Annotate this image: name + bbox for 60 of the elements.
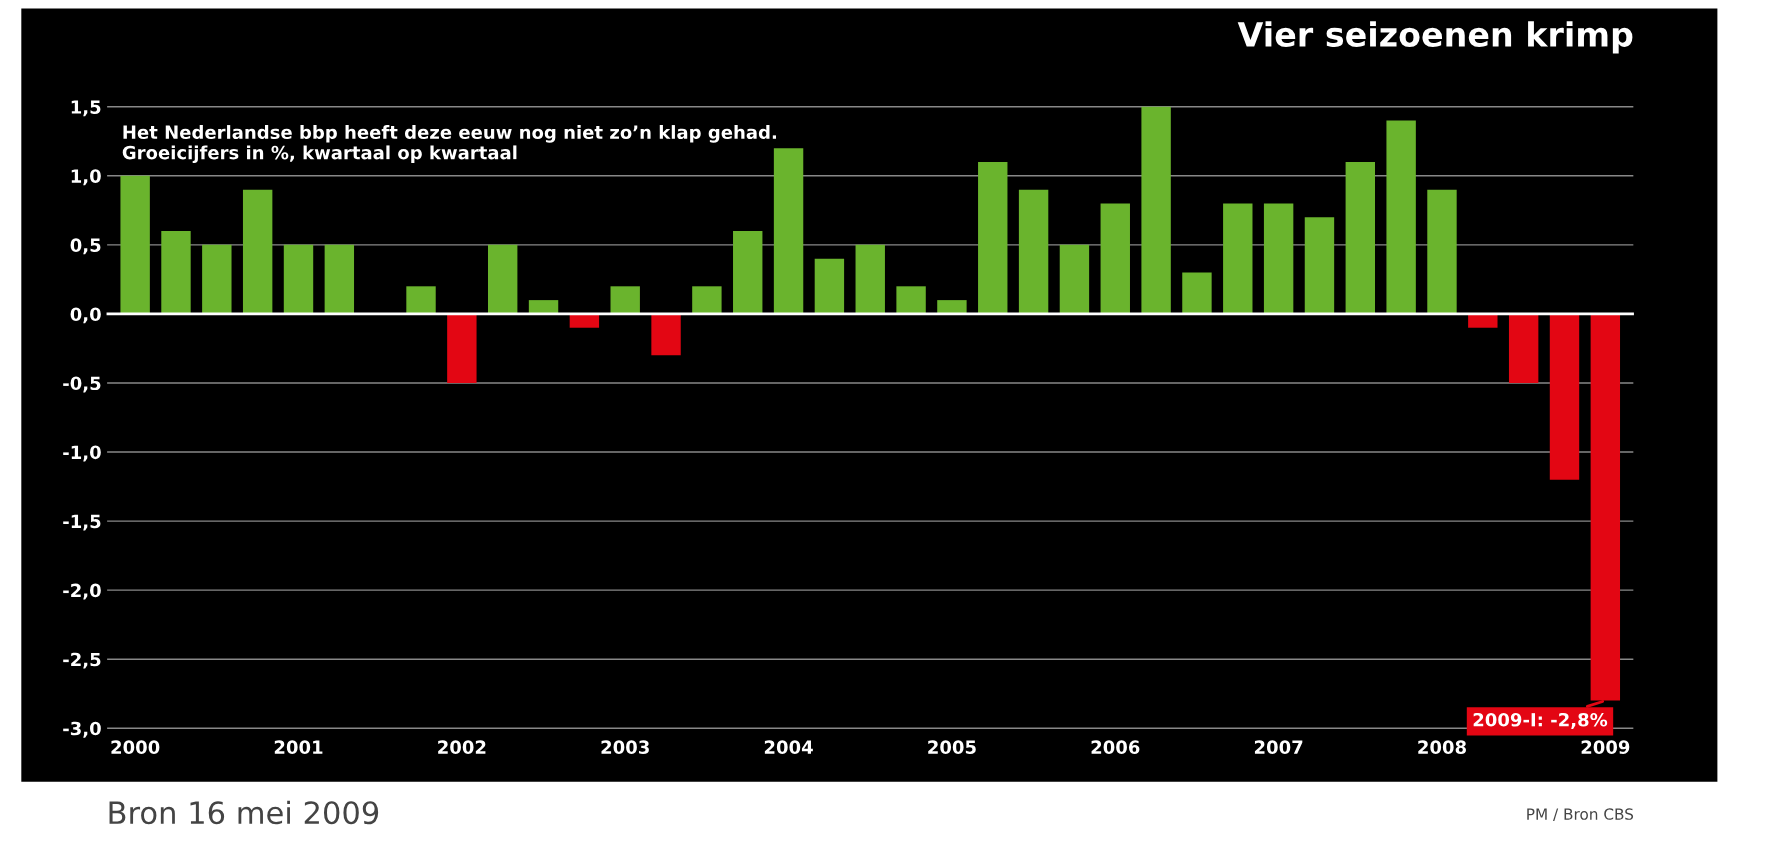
- bar: [242, 189, 273, 314]
- x-tick-label: 2002: [438, 740, 486, 754]
- bar: [733, 231, 763, 314]
- bar: [1468, 313, 1498, 328]
- bar: [1182, 272, 1212, 314]
- y-tick-label: 1,5: [71, 100, 101, 117]
- annotation: 2009-I: -2,8%: [1473, 712, 1608, 729]
- bar: [773, 148, 804, 314]
- bar: [814, 258, 845, 314]
- bar: [651, 313, 681, 356]
- bar: [487, 244, 518, 314]
- bar: [896, 286, 926, 314]
- bar: [161, 231, 191, 314]
- bar: [1141, 106, 1171, 314]
- y-tick-label: -3,0: [63, 721, 101, 738]
- bar: [1018, 189, 1049, 314]
- bar: [1386, 120, 1416, 314]
- y-tick-label: 0,5: [70, 238, 101, 255]
- bar: [978, 162, 1008, 314]
- bar: [202, 244, 232, 314]
- bar: [937, 300, 967, 314]
- bar: [692, 286, 722, 314]
- bar: [1223, 203, 1253, 314]
- y-tick-label: -2,0: [63, 583, 101, 600]
- x-tick-label: 2009: [1581, 740, 1630, 754]
- bar: [1100, 203, 1130, 314]
- bar: [1549, 313, 1580, 480]
- bar: [610, 286, 640, 314]
- bar: [1059, 244, 1090, 314]
- bar: [1427, 189, 1457, 314]
- bar: [528, 300, 559, 314]
- y-tick-label: -1,5: [63, 514, 101, 531]
- y-tick-label: -2,5: [63, 652, 101, 669]
- x-tick-label: 2003: [601, 740, 649, 754]
- bar: [1263, 203, 1294, 314]
- x-tick-label: 2006: [1091, 740, 1140, 754]
- bar: [1508, 313, 1539, 383]
- bar: [1304, 217, 1335, 314]
- text: Bron 16 mei 2009: [109, 800, 379, 825]
- bar: [283, 244, 314, 314]
- x-tick-label: 2005: [928, 740, 976, 754]
- y-tick-label: -1,0: [63, 445, 101, 462]
- y-tick-label: 0,0: [70, 307, 101, 324]
- bar: [406, 286, 436, 314]
- y-tick-label: -0,5: [63, 376, 101, 393]
- x-tick-label: 2001: [274, 740, 323, 754]
- x-tick-label: 2008: [1418, 740, 1466, 754]
- y-tick-label: 1,0: [71, 169, 101, 186]
- bar: [1345, 162, 1375, 314]
- x-tick-label: 2000: [111, 740, 160, 754]
- x-tick-label: 2004: [764, 740, 813, 754]
- bar: [120, 175, 150, 314]
- text: PM / Bron CBS: [1527, 808, 1634, 822]
- bar: [855, 244, 885, 314]
- bar: [324, 244, 355, 314]
- bar: [447, 313, 477, 383]
- text: Het Nederlandse bbp heeft deze eeuw nog niet zo’n klap gehad. Groeicijfers in %, kwartaal op kwartaal: [122, 125, 776, 164]
- chart-title: Vier seizoenen krimp: [1237, 21, 1633, 54]
- bar: [569, 313, 600, 328]
- x-tick-label: 2007: [1254, 740, 1303, 754]
